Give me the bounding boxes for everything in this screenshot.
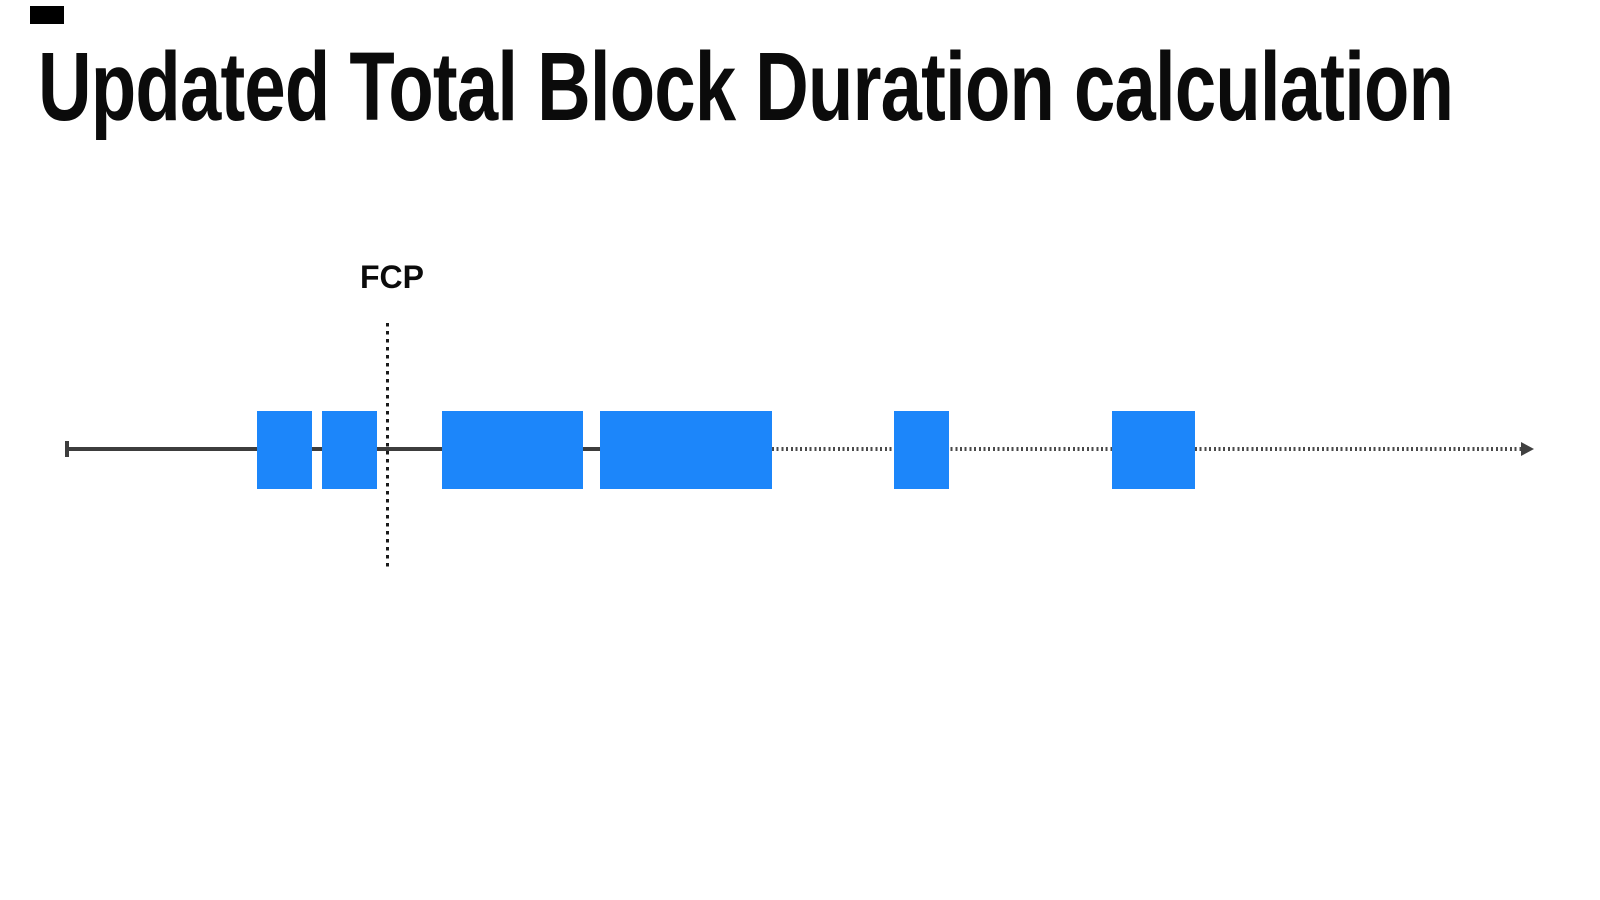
slide-title: Updated Total Block Duration calculation: [38, 32, 1454, 141]
corner-marker: [30, 6, 64, 24]
task-block: [894, 411, 949, 489]
task-block: [322, 411, 377, 489]
task-block: [600, 411, 772, 489]
fcp-marker-dashed-line: [386, 323, 389, 570]
timeline-arrowhead-icon: [1521, 442, 1534, 456]
timeline-solid-line: [65, 447, 772, 451]
task-block: [442, 411, 583, 489]
task-block: [257, 411, 312, 489]
task-block: [1112, 411, 1195, 489]
fcp-label: FCP: [360, 259, 424, 295]
